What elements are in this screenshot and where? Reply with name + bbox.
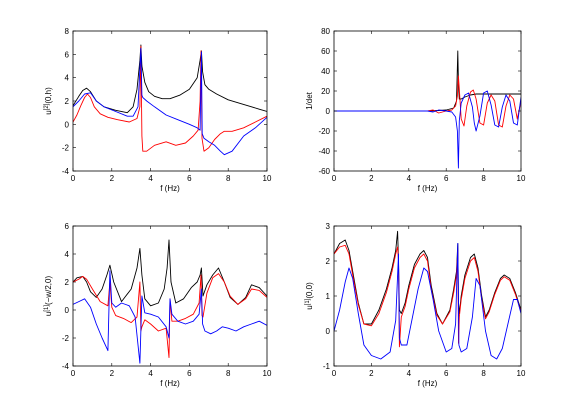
y-tick-label: 0 xyxy=(65,306,70,315)
series-line-3 xyxy=(73,270,267,364)
x-tick-label: 10 xyxy=(517,369,526,378)
x-tick-label: 2 xyxy=(369,369,374,378)
y-tick-label: 0 xyxy=(326,327,331,336)
y-tick-label: 60 xyxy=(321,47,330,56)
x-tick-label: 0 xyxy=(71,369,76,378)
y-tick-label: 8 xyxy=(65,27,70,36)
y-tick-label: 2 xyxy=(326,257,331,266)
x-tick-label: 6 xyxy=(444,369,449,378)
x-axis-label: f (Hz) xyxy=(160,379,180,388)
y-tick-label: -2 xyxy=(62,144,70,153)
plot-frame xyxy=(333,225,522,367)
y-tick-label: 0 xyxy=(65,120,70,129)
series-line-2 xyxy=(73,45,267,152)
series-line-1 xyxy=(334,50,521,112)
x-axis-label: f (Hz) xyxy=(160,184,180,193)
y-tick-label: -2 xyxy=(62,334,70,343)
series-line-1 xyxy=(334,230,521,325)
x-tick-label: 8 xyxy=(481,174,486,183)
y-axis-label: u[1](−w/2,0) xyxy=(44,276,53,317)
series-line-3 xyxy=(334,243,521,360)
y-tick-label: 1 xyxy=(326,292,331,301)
y-axis-label: u[1](0,0) xyxy=(305,282,314,310)
y-tick-label: -4 xyxy=(62,362,70,371)
y-tick-label: -60 xyxy=(318,167,330,176)
x-tick-label: 10 xyxy=(263,369,272,378)
y-tick-label: 6 xyxy=(65,50,70,59)
y-tick-label: -1 xyxy=(323,362,331,371)
y-tick-label: 80 xyxy=(321,27,330,36)
series-line-2 xyxy=(334,75,521,128)
x-tick-label: 4 xyxy=(148,174,153,183)
y-tick-label: 4 xyxy=(65,74,70,83)
x-tick-label: 10 xyxy=(517,174,526,183)
x-tick-label: 6 xyxy=(187,369,192,378)
x-tick-label: 0 xyxy=(332,174,337,183)
y-tick-label: 2 xyxy=(65,278,70,287)
y-tick-label: -4 xyxy=(62,167,70,176)
series-line-3 xyxy=(73,48,267,156)
chart-panel-1: 0 2 4 6 8 10 -4 -2 0 2 4 6 8 f (Hz) u[2](0,h) xyxy=(44,27,272,193)
y-axis-label: u[2](0,h) xyxy=(44,87,53,115)
y-tick-label: 2 xyxy=(65,97,70,106)
y-tick-label: 20 xyxy=(321,87,330,96)
x-tick-label: 2 xyxy=(110,369,115,378)
series-line-3 xyxy=(334,90,521,169)
chart-panel-2: 0 2 4 6 8 10 -60 -40 -20 0 20 40 60 80 f (Hz) 1/det xyxy=(305,27,526,193)
x-tick-label: 6 xyxy=(187,174,192,183)
x-tick-label: 8 xyxy=(226,174,231,183)
x-axis-label: f (Hz) xyxy=(418,379,438,388)
x-tick-label: 4 xyxy=(407,174,412,183)
x-tick-label: 2 xyxy=(369,174,374,183)
series-line-2 xyxy=(334,244,521,348)
y-tick-label: 4 xyxy=(65,250,70,259)
y-tick-label: -40 xyxy=(318,147,330,156)
plot-frame xyxy=(72,225,268,367)
y-axis-label: 1/det xyxy=(305,91,314,110)
x-tick-label: 4 xyxy=(407,369,412,378)
x-tick-label: 10 xyxy=(263,174,272,183)
y-tick-label: 6 xyxy=(65,222,70,231)
y-tick-label: 0 xyxy=(326,107,331,116)
x-tick-label: 2 xyxy=(110,174,115,183)
x-tick-label: 0 xyxy=(71,174,76,183)
y-tick-label: 3 xyxy=(326,222,331,231)
x-tick-label: 4 xyxy=(148,369,153,378)
plot-frame xyxy=(333,30,522,172)
x-tick-label: 0 xyxy=(332,369,337,378)
plot-frame xyxy=(72,30,268,172)
x-tick-label: 6 xyxy=(444,174,449,183)
series-line-1 xyxy=(73,44,267,114)
y-tick-label: 40 xyxy=(321,67,330,76)
chart-panel-3: 0 2 4 6 8 10 -4 -2 0 2 4 6 f (Hz) u[1](−w/2,0) xyxy=(44,222,272,388)
x-tick-label: 8 xyxy=(226,369,231,378)
y-tick-label: -20 xyxy=(318,127,330,136)
x-tick-label: 8 xyxy=(481,369,486,378)
x-axis-label: f (Hz) xyxy=(418,184,438,193)
series-line-1 xyxy=(73,239,267,307)
